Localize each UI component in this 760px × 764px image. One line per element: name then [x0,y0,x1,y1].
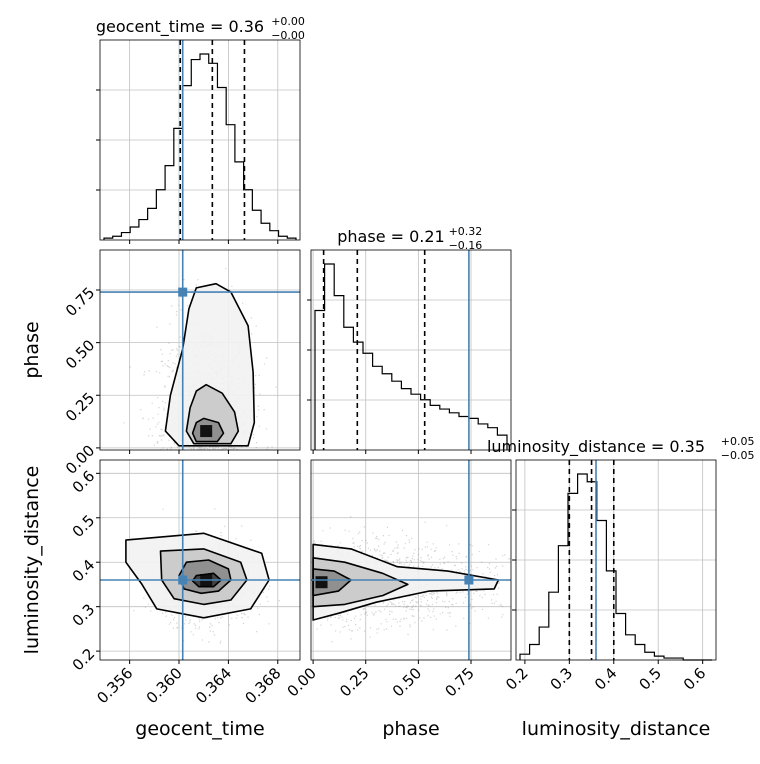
density-peak [200,425,213,438]
title-sub: −0.16 [449,239,483,252]
hist-panel-luminosity_distance [512,459,717,661]
axes-frame [99,249,301,451]
y-tick-label: 0.3 [69,600,99,630]
panel-luminosity_distance_vs_geocent_time [99,459,301,661]
title-sub: −0.05 [721,449,755,462]
panel-content [100,250,300,450]
truth-marker [178,287,188,297]
x-tick-label: 0.5 [635,664,665,694]
title-sup: +0.00 [271,15,305,28]
panel-content [100,460,300,660]
title-sup: +0.05 [721,435,755,448]
x-tick-label: 0.4 [591,664,621,694]
histogram-phase [314,263,508,450]
contour-line [164,282,256,447]
density-fill [165,283,255,446]
title-luminosity_distance: luminosity_distance = 0.35 [487,437,705,457]
y-tick-label: 0.75 [62,284,98,320]
x-tick-label: 0.00 [284,664,320,700]
y-axis-label: phase [21,321,43,378]
x-tick-label: 0.50 [389,664,425,700]
y-tick-label: 0.25 [62,389,98,425]
x-axis-label: phase [382,718,439,740]
x-tick-label: 0.368 [242,664,285,707]
title-geocent_time: geocent_time = 0.36 [96,17,264,37]
y-tick-label: 0.4 [69,556,99,586]
x-tick-label: 0.360 [143,664,186,707]
contour-line [191,417,225,443]
x-tick-label: 0.2 [502,664,532,694]
contour-line [312,543,500,621]
x-tick-label: 0.6 [680,664,710,694]
contour-line [159,548,248,606]
y-axis-label: luminosity_distance [21,466,43,655]
contour-line [312,557,409,608]
x-tick-label: 0.364 [192,664,235,707]
x-tick-label: 0.356 [93,664,136,707]
hist-panel-geocent_time [96,39,301,241]
panel-phase_vs_geocent_time [99,249,301,451]
y-tick-label: 0.2 [69,645,99,675]
axes-frame [310,459,512,661]
truth-marker [178,575,188,585]
x-tick-label: 0.3 [547,664,577,694]
x-tick-label: 0.75 [441,664,477,700]
x-tick-label: 0.25 [336,664,372,700]
y-tick-label: 0.5 [69,511,99,541]
title-sup: +0.32 [449,225,483,238]
contour-line [125,532,270,619]
truth-marker [464,575,474,585]
panel-content [311,460,511,660]
panel-luminosity_distance_vs_phase [310,459,512,661]
contour-line [191,572,222,588]
x-axis-label: luminosity_distance [522,718,711,740]
histogram-geocent_time [103,53,297,240]
hist-panel-phase [307,249,512,451]
y-tick-label: 0.50 [62,336,98,372]
histogram-luminosity_distance [519,473,712,661]
x-axis-label: geocent_time [135,718,264,740]
title-phase: phase = 0.21 [337,227,444,246]
contour-line [185,383,240,445]
title-sub: −0.00 [271,29,305,42]
density-peak [315,576,328,589]
axes-frame [99,459,301,661]
contour-line [312,568,352,597]
